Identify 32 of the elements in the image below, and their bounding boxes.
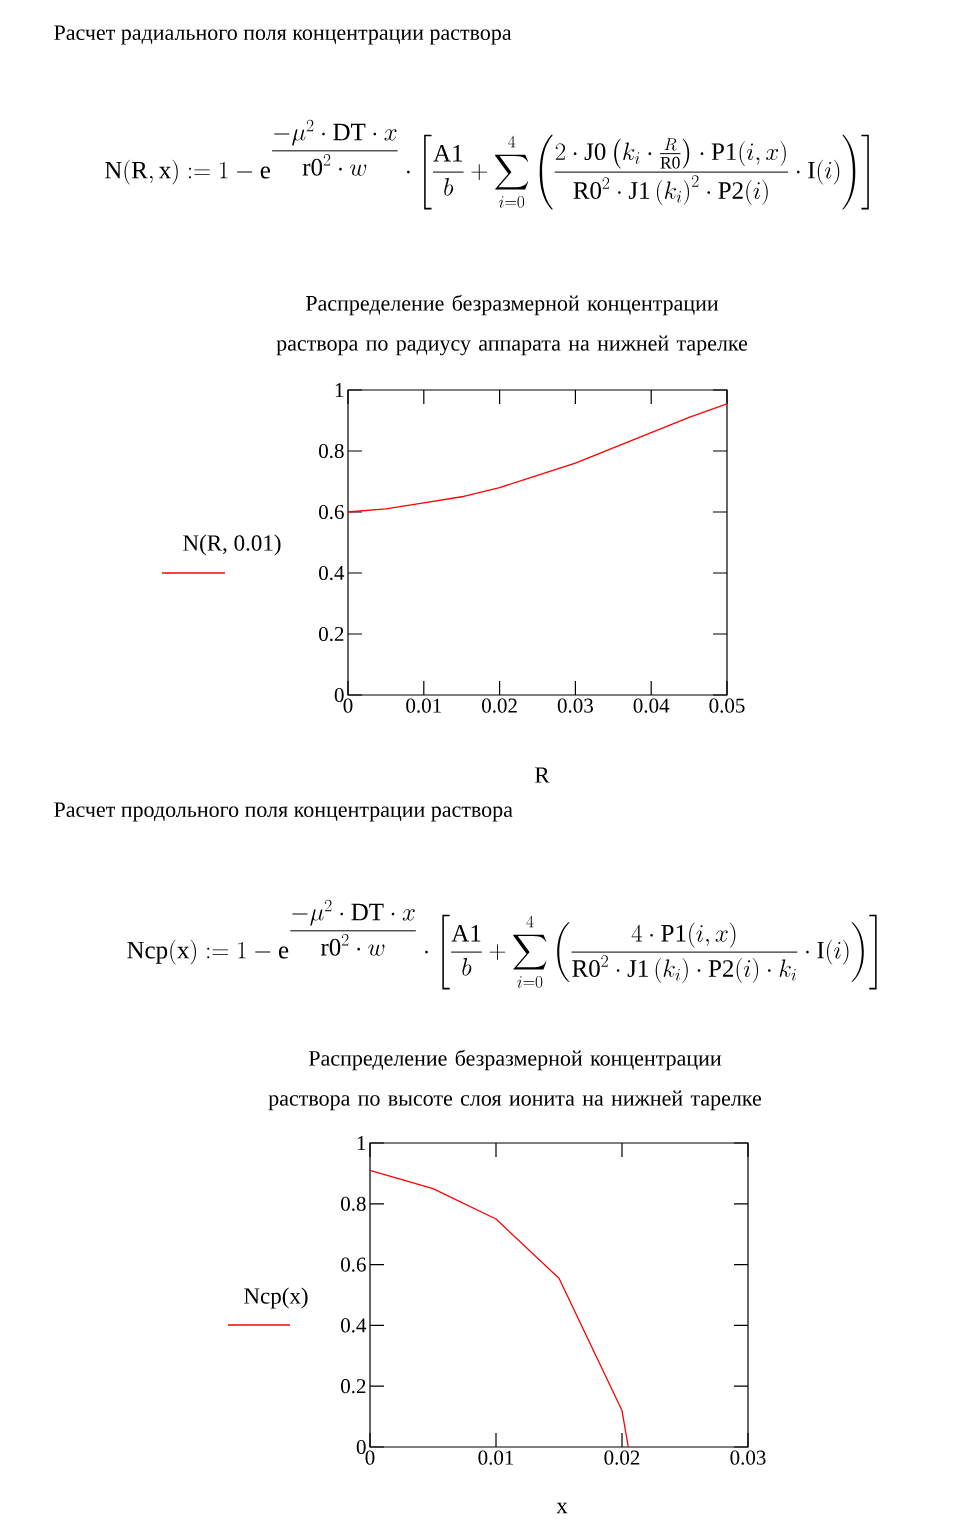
x-tick-label: 0.03 bbox=[557, 698, 593, 713]
y-axis-title: Ncp(x) bbox=[244, 1287, 308, 1309]
x-tick-label: 0.05 bbox=[709, 698, 745, 713]
y-tick-label: 0.2 bbox=[341, 1379, 366, 1394]
y-tick-label: 0.6 bbox=[341, 1257, 366, 1272]
line-series bbox=[370, 1169, 629, 1448]
chart-title: Распределение безразмерной концентрации раствора по высоте слоя ионита на нижней тарелке bbox=[268, 1049, 762, 1111]
text: $\mathrm{Ncp(x)} := 1 - \mathrm{e}^{\dfrac{-\mu^{2}\cdot \mathrm{DT}\cdot x}{\mathrm{r0}^{2}\cdot w}}\cdot\left[\frac{\mathrm{A1}}{b}+\sum_{i=0}^{4}\left(\frac{4\cdot \mathrm{P1}(i,x)}{\mathrm{R0}^{2}\cdot \mathrm{J1}\left(k_{i}\right)\cdot \mathrm{P2}(i)\cdot k_{i}}\cdot \mathrm{I}(i)\right)\right]$ bbox=[127, 899, 877, 990]
line-series bbox=[348, 403, 727, 513]
y-tick-label: 0.8 bbox=[319, 443, 344, 459]
x-tick-label: 0.03 bbox=[730, 1450, 766, 1465]
x-tick-label: 0.02 bbox=[604, 1450, 640, 1465]
y-tick-label: 0.4 bbox=[319, 565, 345, 581]
y-tick-label: 0 bbox=[334, 687, 344, 703]
y-tick-label: 1 bbox=[335, 383, 344, 397]
x-tick-label: 0.01 bbox=[406, 698, 441, 713]
x-tick-label: 0.01 bbox=[478, 1450, 514, 1465]
y-tick-label: 0.6 bbox=[319, 504, 344, 520]
x-axis-title: R bbox=[534, 767, 550, 783]
x-tick-label: 0.02 bbox=[482, 698, 517, 713]
text: $\mathrm{N(R,x)} := 1 - \mathrm{e}^{\dfrac{-\mu^{2}\cdot \mathrm{DT}\cdot x}{\mathrm{r0}^{2}\cdot w}}\cdot\left[\frac{\mathrm{A1}}{b}+\sum_{i=0}^{4}\left(\frac{2\cdot \mathrm{J0}\left(k_{i}\cdot\frac{R}{\mathrm{R0}}\right)\cdot \mathrm{P1}(i,x)}{\mathrm{R0}^{2}\cdot \mathrm{J1}\left(k_{i}\right)^{2}\cdot \mathrm{P2}(i)}\cdot \mathrm{I}(i)\right)\right]$ bbox=[105, 119, 869, 210]
text: Расчет продольного поля концентрации раствора bbox=[54, 802, 513, 822]
y-tick-label: 0 bbox=[356, 1439, 366, 1455]
y-tick-label: 1 bbox=[357, 1136, 366, 1150]
y-tick-label: 0.4 bbox=[341, 1318, 367, 1333]
x-axis-title: x bbox=[556, 1502, 568, 1514]
text: Расчет радиального поля концентрации раствора bbox=[54, 25, 512, 45]
x-tick-label: 0.04 bbox=[633, 698, 670, 713]
y-tick-label: 0.8 bbox=[341, 1196, 366, 1211]
chart-title: Распределение безразмерной концентрации раствора по радиусу аппарата на нижней тарелке bbox=[276, 294, 748, 356]
y-tick-label: 0.2 bbox=[319, 626, 344, 642]
y-axis-title: N(R, 0.01) bbox=[183, 534, 281, 556]
